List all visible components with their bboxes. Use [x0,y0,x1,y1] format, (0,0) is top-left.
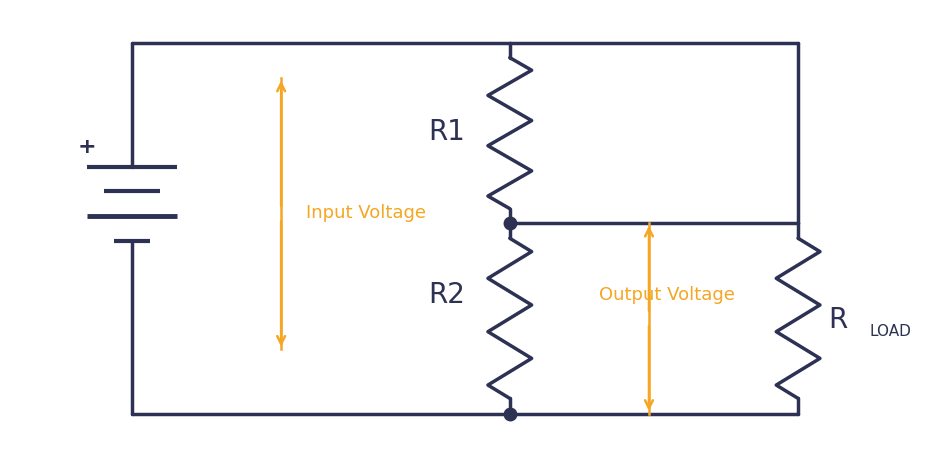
Text: LOAD: LOAD [869,324,912,339]
Text: R1: R1 [428,118,466,146]
Text: Output Voltage: Output Voltage [599,286,735,304]
Text: R2: R2 [428,281,466,309]
Text: R: R [827,306,847,334]
Text: Input Voltage: Input Voltage [306,204,426,222]
Text: +: + [78,137,97,157]
